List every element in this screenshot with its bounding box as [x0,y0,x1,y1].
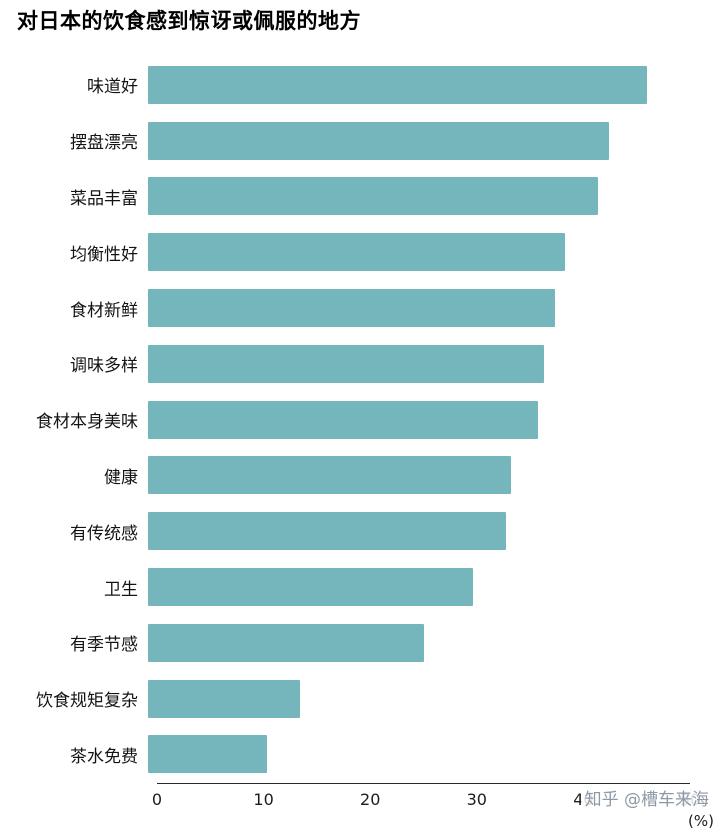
x-axis-unit-label: (%) [688,812,714,830]
category-label: 卫生 [104,579,138,600]
bar-row: 食材新鲜 [0,280,719,336]
bar-row: 菜品丰富 [0,169,719,225]
category-label: 均衡性好 [70,244,138,265]
bar [148,735,268,774]
bar-track [148,57,690,113]
bar-track [148,448,690,504]
bar-row: 有季节感 [0,615,719,671]
category-label: 味道好 [87,77,138,98]
category-label: 有季节感 [70,635,138,656]
bar-track [148,503,690,559]
bar-row: 有传统感 [0,503,719,559]
bar-row: 卫生 [0,559,719,615]
category-label: 摆盘漂亮 [70,133,138,154]
bar [148,289,555,328]
plot-area: 味道好摆盘漂亮菜品丰富均衡性好食材新鲜调味多样食材本身美味健康有传统感卫生有季节… [0,57,719,782]
bar-track [148,169,690,225]
bar-track [148,280,690,336]
bar [148,568,474,607]
bar-row: 调味多样 [0,336,719,392]
bar [148,456,512,495]
bar-track [148,336,690,392]
x-tick-label: 0 [151,790,163,809]
bar [148,177,598,216]
bar [148,344,544,383]
bar-row: 摆盘漂亮 [0,113,719,169]
bar-row: 味道好 [0,57,719,113]
bar-row: 均衡性好 [0,224,719,280]
bar-track [148,727,690,783]
bar-track [148,671,690,727]
bar [148,65,647,104]
x-tick-label: 20 [360,790,381,809]
bar-row: 茶水免费 [0,727,719,783]
bar [148,623,425,662]
bar-track [148,559,690,615]
bar-track [148,224,690,280]
bar [148,400,539,439]
bar-track [148,113,690,169]
category-label: 健康 [104,467,138,488]
category-label: 饮食规矩复杂 [36,691,138,712]
bar [148,121,609,160]
bar-row: 饮食规矩复杂 [0,671,719,727]
category-label: 调味多样 [70,356,138,377]
category-label: 食材新鲜 [70,300,138,321]
bar-row: 食材本身美味 [0,392,719,448]
category-label: 有传统感 [70,523,138,544]
bar [148,679,300,718]
chart-title: 对日本的饮食感到惊讶或佩服的地方 [17,9,361,33]
bar-track [148,615,690,671]
bar [148,512,506,551]
category-label: 菜品丰富 [70,188,138,209]
bar-row: 健康 [0,448,719,504]
x-tick-label: 30 [466,790,487,809]
x-tick-label: 10 [253,790,274,809]
watermark: 知乎 @槽车来海 [580,784,713,811]
bar [148,233,566,272]
bar-track [148,392,690,448]
category-label: 茶水免费 [70,746,138,767]
category-label: 食材本身美味 [36,412,138,433]
